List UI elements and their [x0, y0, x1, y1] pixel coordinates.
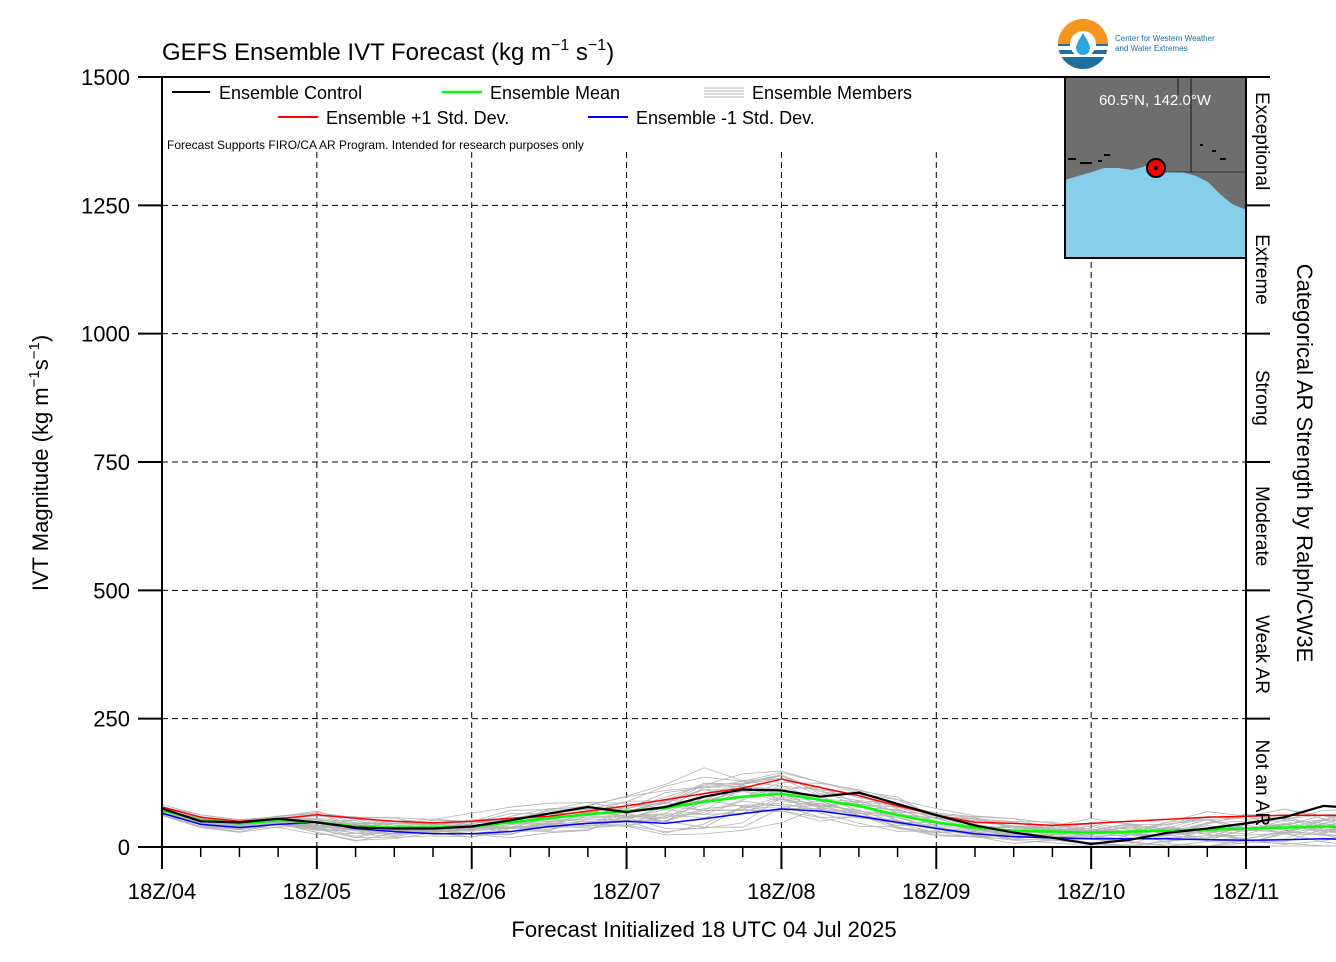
right-axis-label: Categorical AR Strength by Ralph/CW3E: [1292, 264, 1317, 663]
ensemble-member-line: [161, 780, 1336, 835]
chart-title: GEFS Ensemble IVT Forecast (kg m−1 s−1): [162, 37, 614, 66]
y-tick-label: 1250: [81, 193, 130, 218]
ar-category-label: Moderate: [1251, 486, 1272, 566]
inset-location-label: 60.5°N, 142.0°W: [1099, 92, 1212, 109]
logo-text-line1: Center for Western Weather: [1115, 34, 1215, 43]
legend-label-plus-sd: Ensemble +1 Std. Dev.: [326, 108, 509, 128]
x-tick-label: 18Z/10: [1057, 879, 1126, 904]
legend: Ensemble Control Ensemble Mean Ensemble …: [167, 83, 912, 152]
research-note: Forecast Supports FIRO/CA AR Program. In…: [167, 138, 584, 152]
y-tick-label: 500: [93, 578, 130, 603]
ar-category-label: Strong: [1251, 370, 1272, 426]
legend-swatch-members: [704, 87, 744, 98]
logo-text-line2: and Water Extremes: [1115, 44, 1188, 53]
series-lines: [161, 778, 1336, 846]
y-tick-label: 1000: [81, 322, 130, 347]
x-tick-label: 18Z/09: [902, 879, 971, 904]
x-tick-label: 18Z/08: [747, 879, 816, 904]
legend-label-mean: Ensemble Mean: [490, 83, 620, 103]
series-line-control: [161, 788, 1336, 846]
ar-category-label: Extreme: [1251, 234, 1272, 305]
inset-ocean: [1065, 166, 1246, 258]
axis-ticks: 0 250 500 750 1000 1250 1500 18Z/04 18Z/05 18Z/06…: [81, 65, 1279, 904]
y-axis-label: IVT Magnitude (kg m−1s−1): [26, 335, 53, 591]
x-tick-label: 18Z/04: [128, 879, 197, 904]
grid-lines: [162, 152, 1246, 847]
x-axis-label: Forecast Initialized 18 UTC 04 Jul 2025: [511, 917, 896, 942]
x-tick-label: 18Z/06: [437, 879, 506, 904]
ar-category-label: Not an AR: [1251, 740, 1272, 827]
legend-label-control: Ensemble Control: [219, 83, 362, 103]
y-tick-label: 0: [118, 835, 130, 860]
ar-category-label: Exceptional: [1251, 92, 1272, 190]
legend-label-members: Ensemble Members: [752, 83, 912, 103]
ar-category-label: Weak AR: [1251, 615, 1272, 694]
x-tick-label: 18Z/05: [283, 879, 352, 904]
y-tick-label: 250: [93, 707, 130, 732]
y-tick-label: 1500: [81, 65, 130, 90]
cw3e-logo: Center for Western Weather and Water Ext…: [1058, 19, 1215, 69]
x-tick-label: 18Z/07: [592, 879, 661, 904]
series-line-plus-sd: [161, 778, 1336, 827]
y-tick-label: 750: [93, 450, 130, 475]
location-inset-map: 60.5°N, 142.0°W: [1064, 76, 1247, 259]
series-line-minus-sd: [161, 808, 1336, 842]
ensemble-member-line: [161, 787, 1336, 839]
x-tick-label: 18Z/11: [1213, 879, 1280, 904]
ar-category-axis: Not an AR Weak AR Moderate Strong Extreme Exc…: [1251, 92, 1272, 826]
legend-label-minus-sd: Ensemble -1 Std. Dev.: [636, 108, 815, 128]
ensemble-member-line: [161, 790, 1336, 834]
